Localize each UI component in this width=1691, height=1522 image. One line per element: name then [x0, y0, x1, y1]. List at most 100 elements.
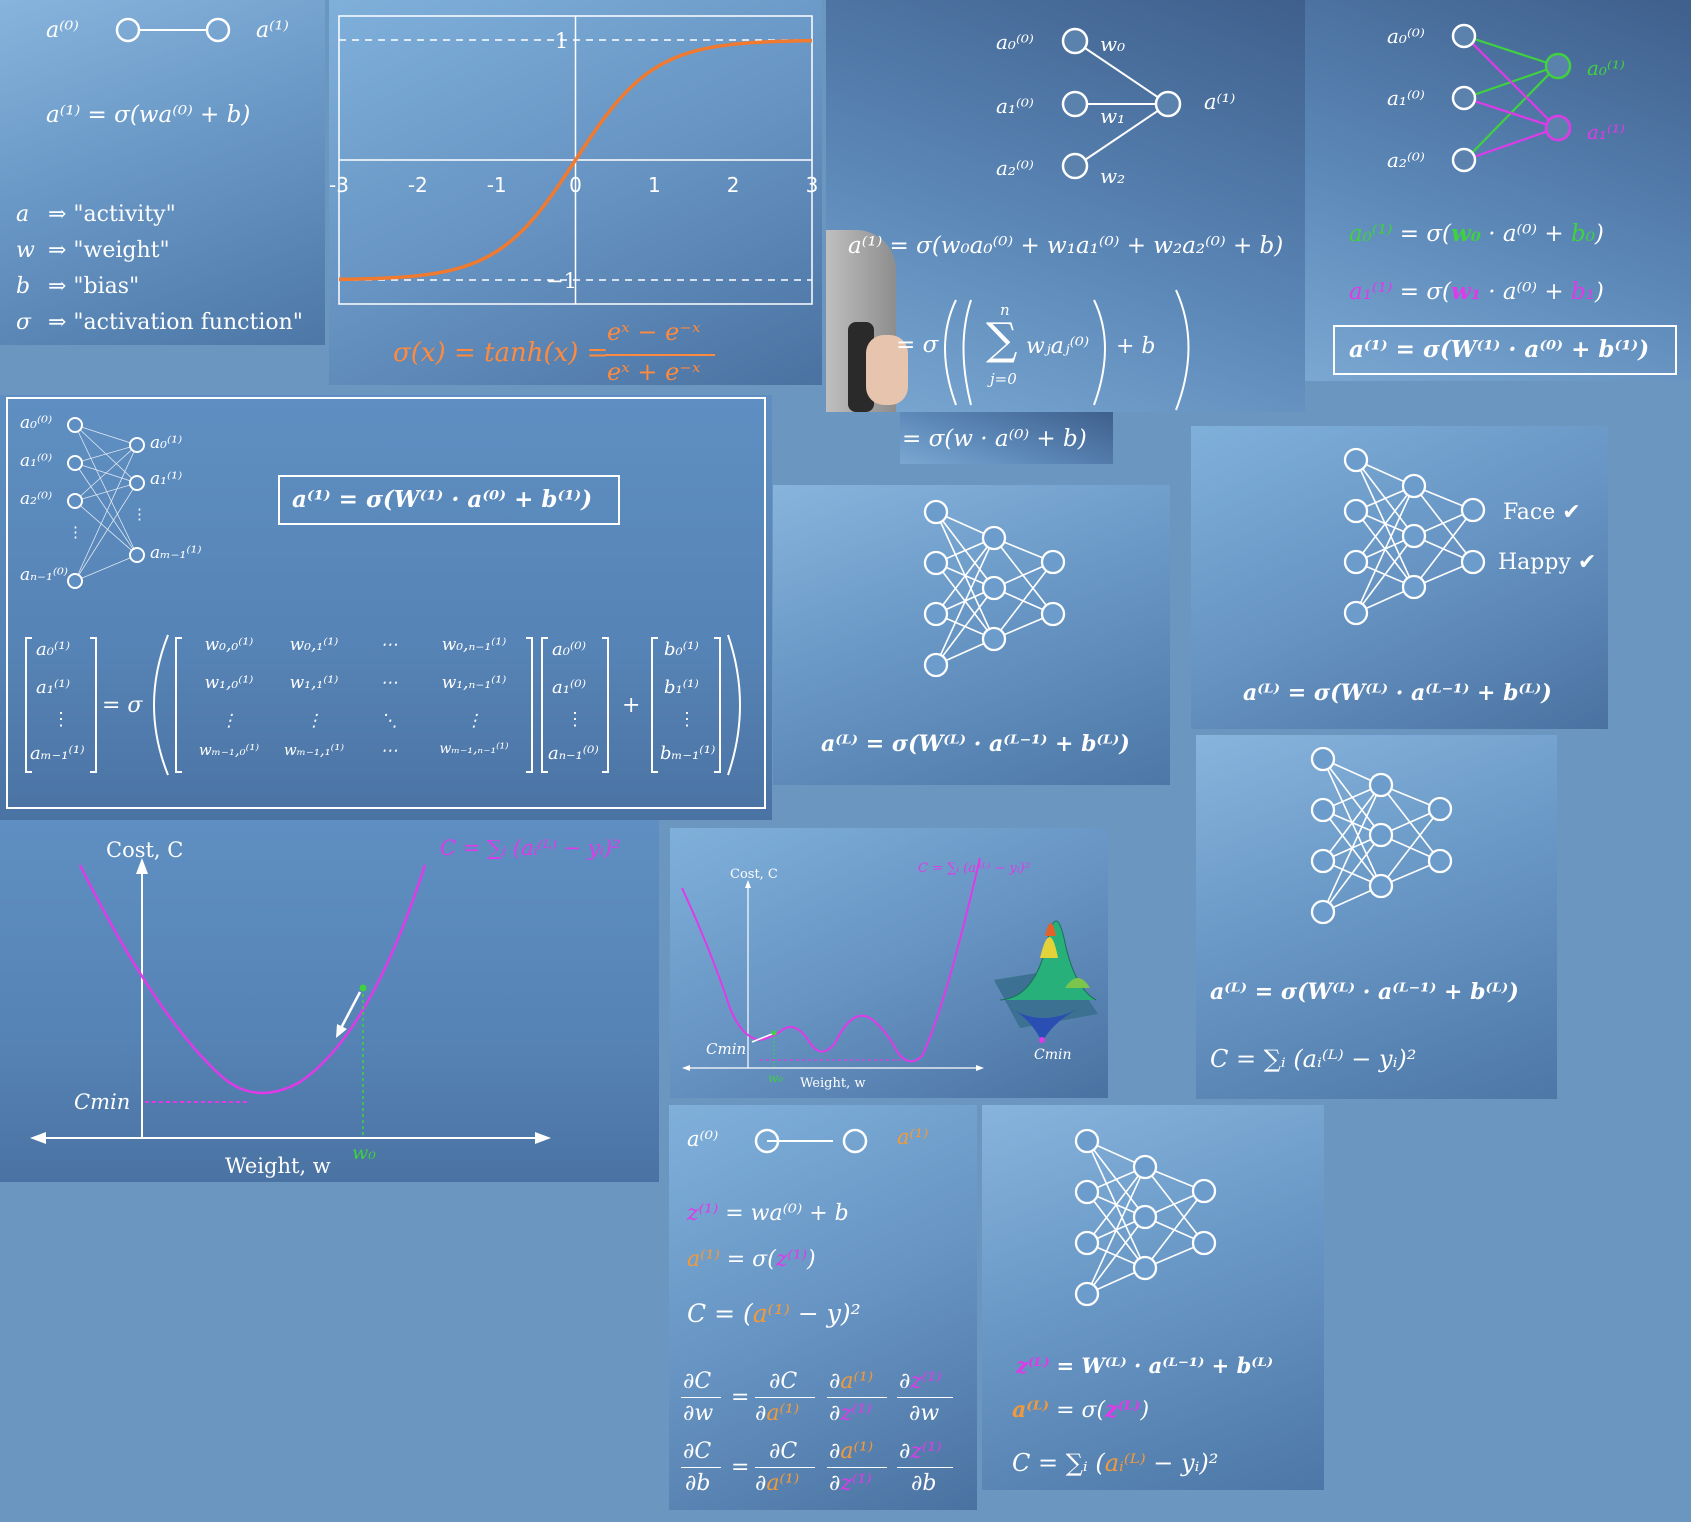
- weighted-sum-equation: a⁽¹⁾ = σ(w₀a₀⁽⁰⁾ + w₁a₁⁽⁰⁾ + w₂a₂⁽⁰⁾ + b…: [848, 235, 1283, 258]
- neuron: [1076, 1181, 1098, 1203]
- label-a1: a⁽¹⁾: [256, 20, 289, 42]
- z-equation: z⁽¹⁾ = wa⁽⁰⁾ + b: [687, 1203, 849, 1225]
- chain-rule-w: ∂C ∂w = ∂C ∂a⁽¹⁾ ∂a⁽¹⁾ ∂z⁽¹⁾ ∂z⁽¹⁾ ∂w: [679, 1365, 975, 1431]
- weight-label: w₂: [1100, 166, 1125, 186]
- nonconvex-cost-panel: Cost, C Weight, w Cmin w₀ C = ∑ᵢ (aᵢ⁽ᴸ⁾ …: [670, 828, 1108, 1098]
- definition-row: σ ⇒ "activation function": [16, 310, 303, 345]
- backprop-panel: a⁽⁰⁾ a⁽¹⁾ z⁽¹⁾ = wa⁽⁰⁾ + b a⁽¹⁾ = σ(z⁽¹⁾…: [669, 1105, 977, 1510]
- a-equation: a⁽¹⁾ = σ(z⁽¹⁾): [687, 1249, 816, 1271]
- x-tick-label: -3: [329, 173, 349, 197]
- input-label: a₀⁽⁰⁾: [1387, 26, 1425, 46]
- input-label: a₂⁽⁰⁾: [996, 158, 1034, 178]
- in-vector-entry: ⋮: [566, 711, 584, 729]
- neuron: [1076, 1130, 1098, 1152]
- two-output-diagram: [1305, 0, 1691, 381]
- neuron: [1345, 449, 1367, 471]
- x-tick-label: -1: [487, 173, 507, 197]
- weight-matrix: w₀,₀⁽¹⁾ w₀,₁⁽¹⁾ ⋯ w₀,ₙ₋₁⁽¹⁾ w₁,₀⁽¹⁾ w₁,₁⁽¹⁾ ⋯…: [184, 635, 524, 779]
- x-axis-label: Weight, w: [225, 1156, 331, 1177]
- sum-bottom: j=0: [990, 372, 1017, 387]
- plus-sign: +: [622, 695, 640, 717]
- in-vector-entry: aₙ₋₁⁽⁰⁾: [548, 745, 599, 763]
- cost-function: C = ∑ᵢ (aᵢ⁽ᴸ⁾ − yᵢ)²: [1210, 1047, 1416, 1071]
- label-a1: a⁽¹⁾: [897, 1127, 928, 1148]
- definition-row: a ⇒ "activity": [16, 202, 303, 238]
- x-tick-label: 2: [727, 173, 740, 197]
- input-label: a₂⁽⁰⁾: [1387, 150, 1425, 170]
- x-tick-label: 0: [569, 173, 582, 197]
- tanh-chart: -3 -2 -1 0 1 2 31−1: [329, 0, 822, 385]
- tanh-formula-left: σ(x) = tanh(x) =: [393, 340, 608, 366]
- neuron: [1042, 551, 1064, 573]
- neuron: [1076, 1283, 1098, 1305]
- neuron: [1312, 799, 1334, 821]
- cost-curve-chart: [0, 820, 659, 1182]
- cmin-surface-label: Cmin: [1034, 1048, 1071, 1062]
- tanh-fraction-bar: [605, 354, 715, 356]
- magenta-equation: a₁⁽¹⁾ = σ(w₁ · a⁽⁰⁾ + b₁): [1349, 280, 1604, 304]
- x-tick-label: -2: [408, 173, 428, 197]
- neuron: [925, 501, 947, 523]
- neuron: [1042, 603, 1064, 625]
- deep-network-diagram: [982, 1105, 1324, 1490]
- three-input-panel: a₀⁽⁰⁾ a₁⁽⁰⁾ a₂⁽⁰⁾ w₀ w₁ w₂ a⁽¹⁾ a⁽¹⁾ = σ…: [826, 0, 1305, 412]
- cost-formula: C = ∑ᵢ (aᵢ⁽ᴸ⁾ − yᵢ)²: [918, 862, 1030, 875]
- neuron: [1429, 798, 1451, 820]
- output-label: a⁽¹⁾: [1204, 92, 1235, 113]
- neuron: [1134, 1257, 1156, 1279]
- face-net-panel: Face ✔ Happy ✔ a⁽ᴸ⁾ = σ(W⁽ᴸ⁾ · a⁽ᴸ⁻¹⁾ + …: [1191, 426, 1608, 729]
- neuron-a0: [117, 19, 139, 41]
- neuron-equation: a⁽¹⁾ = σ(wa⁽⁰⁾ + b): [46, 104, 250, 127]
- neuron: [983, 628, 1005, 650]
- definitions-list: a ⇒ "activity" w ⇒ "weight" b ⇒ "bias" σ ⇒ "…: [16, 202, 303, 345]
- cost-formula: C = ∑ᵢ (aᵢ⁽ᴸ⁾ − yᵢ)²: [440, 838, 621, 859]
- definition-row: b ⇒ "bias": [16, 274, 303, 310]
- boxed-matrix-equation: a⁽¹⁾ = σ(W⁽¹⁾ · a⁽⁰⁾ + b⁽¹⁾): [1349, 338, 1649, 361]
- output-label: a₁⁽¹⁾: [1587, 122, 1625, 142]
- neuron: [925, 552, 947, 574]
- neuron: [1134, 1156, 1156, 1178]
- bias-vector-entry: ⋮: [678, 711, 696, 729]
- neuron: [983, 527, 1005, 549]
- w0-label: w₀: [352, 1144, 376, 1163]
- cost-net-panel: a⁽ᴸ⁾ = σ(W⁽ᴸ⁾ · a⁽ᴸ⁻¹⁾ + b⁽ᴸ⁾) C = ∑ᵢ (a…: [1196, 735, 1557, 1099]
- surface-plot: [994, 921, 1098, 1042]
- neuron: [925, 603, 947, 625]
- tanh-denominator: eˣ + e⁻ˣ: [607, 360, 700, 384]
- out-vector-entry: a₁⁽¹⁾: [36, 679, 70, 697]
- bias-vector-entry: bₘ₋₁⁽¹⁾: [660, 745, 715, 763]
- neuron: [1370, 774, 1392, 796]
- neuron: [1345, 500, 1367, 522]
- input-label: a₁⁽⁰⁾: [1387, 88, 1425, 108]
- gradient-descent-panel: Cost, C Weight, w Cmin w₀ C = ∑ᵢ (aᵢ⁽ᴸ⁾ …: [0, 820, 659, 1182]
- y-axis-label: Cost, C: [106, 840, 183, 861]
- neuron: [983, 577, 1005, 599]
- cmin-label: Cmin: [74, 1092, 130, 1113]
- neuron: [1370, 875, 1392, 897]
- neuron: [1312, 748, 1334, 770]
- y-axis-label: Cost, C: [730, 868, 778, 881]
- y-tick-label: 1: [555, 29, 568, 53]
- y-tick-label: −1: [546, 269, 577, 293]
- layer-equations-panel: z⁽ᴸ⁾ = W⁽ᴸ⁾ · a⁽ᴸ⁻¹⁾ + b⁽ᴸ⁾ a⁽ᴸ⁾ = σ(z⁽ᴸ…: [982, 1105, 1324, 1490]
- matrix-row: ⋮ ⋮ ⋱ ⋮: [184, 711, 524, 741]
- equals-sigma: = σ: [102, 695, 142, 717]
- definition-row: w ⇒ "weight": [16, 238, 303, 274]
- out-vector-entry: aₘ₋₁⁽¹⁾: [30, 745, 85, 763]
- x-tick-label: 1: [648, 173, 661, 197]
- neuron: [1345, 551, 1367, 573]
- out-vector-entry: ⋮: [52, 711, 70, 729]
- output-label-face: Face ✔: [1503, 502, 1581, 524]
- sum-symbol: ∑: [986, 318, 1017, 362]
- weight-label: w₁: [1100, 106, 1125, 126]
- cost-layer-equation: C = ∑ᵢ (aᵢ⁽ᴸ⁾ − yᵢ)²: [1012, 1451, 1218, 1475]
- in-vector-entry: a₁⁽⁰⁾: [552, 679, 586, 697]
- neuron: [1370, 824, 1392, 846]
- in-vector-entry: a₀⁽⁰⁾: [552, 641, 586, 659]
- vector-form-strip: = σ(w · a⁽⁰⁾ + b): [900, 412, 1113, 464]
- neuron: [1403, 525, 1425, 547]
- output-label-happy: Happy ✔: [1498, 552, 1596, 574]
- layer-equation: a⁽ᴸ⁾ = σ(W⁽ᴸ⁾ · a⁽ᴸ⁻¹⁾ + b⁽ᴸ⁾): [1243, 682, 1552, 704]
- neuron: [925, 654, 947, 676]
- neuron: [1345, 602, 1367, 624]
